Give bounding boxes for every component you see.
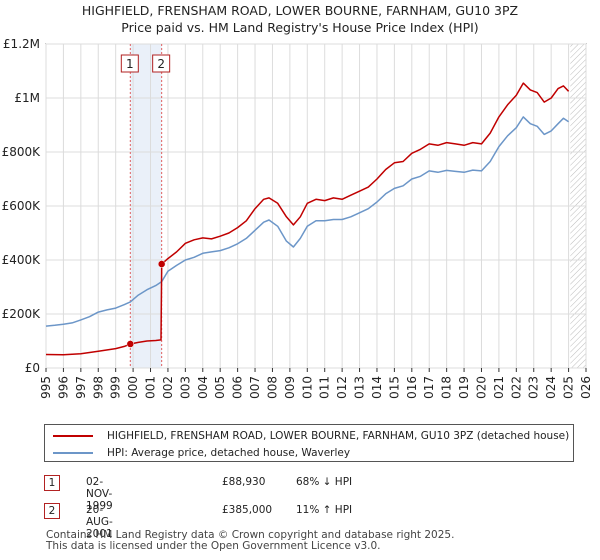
x-tick-label: 2011 [318, 376, 332, 400]
x-tick-label: 2025 [562, 376, 576, 400]
x-tick-label: 2001 [144, 376, 158, 400]
x-tick-label: 1998 [91, 376, 105, 400]
x-tick-label: 2009 [283, 376, 297, 400]
chart-subtitle: Price paid vs. HM Land Registry's House … [121, 20, 478, 35]
x-tick-label: 1997 [74, 376, 88, 400]
x-tick-label: 2008 [265, 376, 279, 400]
sale-hpi-comparison: 11% ↑ HPI [296, 504, 353, 516]
sale-marker-box [152, 54, 171, 73]
legend-item-hpi: HPI: Average price, detached house, Wave… [53, 445, 350, 461]
y-tick-label: £800K [2, 145, 42, 159]
x-tick-label: 2015 [387, 376, 401, 400]
y-tick-label: £1.2M [3, 37, 40, 51]
x-tick-label: 2024 [544, 376, 558, 400]
sale-marker-label: 1 [126, 57, 134, 71]
x-tick-label: 2005 [213, 376, 227, 400]
sale-price: £385,000 [222, 504, 273, 516]
x-tick-label: 1996 [56, 376, 70, 400]
footer-copyright: Contains HM Land Registry data © Crown c… [46, 529, 455, 541]
x-tick-label: 2012 [335, 376, 349, 400]
sale-number-badge: 2 [44, 503, 60, 519]
x-tick-label: 2016 [405, 376, 419, 400]
x-tick-label: 2019 [457, 376, 471, 400]
sale-point [126, 340, 135, 348]
x-tick-label: 2013 [353, 376, 367, 400]
x-tick-label: 2017 [422, 376, 436, 400]
x-tick-label: 2000 [126, 376, 140, 400]
sale-date: 20-AUG-2001 [86, 504, 113, 540]
series-line-property [45, 82, 570, 356]
x-tick-label: 1995 [39, 376, 53, 400]
chart-title: HIGHFIELD, FRENSHAM ROAD, LOWER BOURNE, … [82, 3, 518, 18]
x-tick-label: 2006 [231, 376, 245, 400]
sale-hpi-comparison: 68% ↓ HPI [296, 476, 353, 488]
footer-licence: This data is licensed under the Open Gov… [46, 540, 381, 552]
y-tick-label: £1M [14, 91, 40, 105]
price-chart: HIGHFIELD, FRENSHAM ROAD, LOWER BOURNE, … [2, 3, 593, 400]
x-tick-label: 2022 [509, 376, 523, 400]
footer: Contains HM Land Registry data © Crown c… [46, 530, 454, 552]
x-tick-label: 2014 [370, 376, 384, 400]
legend-label-hpi: HPI: Average price, detached house, Wave… [107, 447, 351, 459]
y-tick-label: £400K [2, 253, 42, 267]
x-tick-label: 2026 [579, 376, 593, 400]
x-tick-label: 2003 [178, 376, 192, 400]
series-line-hpi [45, 116, 570, 327]
x-tick-label: 2010 [300, 376, 314, 400]
x-tick-label: 1999 [109, 376, 123, 400]
legend-item-property: HIGHFIELD, FRENSHAM ROAD, LOWER BOURNE, … [53, 428, 569, 444]
x-tick-label: 2021 [492, 376, 506, 400]
y-tick-label: £600K [2, 199, 42, 213]
x-tick-label: 2018 [440, 376, 454, 400]
sale-number-badge: 1 [44, 475, 60, 491]
sale-price: £88,930 [222, 476, 266, 488]
legend-swatch-property [53, 435, 93, 437]
sale-marker-label: 2 [157, 57, 165, 71]
legend-swatch-hpi [53, 452, 93, 454]
x-tick-label: 2023 [527, 376, 541, 400]
sale-date: 02-NOV-1999 [86, 476, 113, 512]
sale-point [157, 260, 166, 268]
legend: HIGHFIELD, FRENSHAM ROAD, LOWER BOURNE, … [44, 424, 574, 462]
y-tick-label: £200K [2, 307, 42, 321]
x-tick-label: 2002 [161, 376, 175, 400]
x-tick-label: 2007 [248, 376, 262, 400]
x-tick-label: 2004 [196, 376, 210, 400]
sale-marker-box [120, 54, 139, 73]
y-tick-label: £0 [25, 361, 40, 375]
legend-label-property: HIGHFIELD, FRENSHAM ROAD, LOWER BOURNE, … [107, 430, 570, 442]
x-tick-label: 2020 [474, 376, 488, 400]
